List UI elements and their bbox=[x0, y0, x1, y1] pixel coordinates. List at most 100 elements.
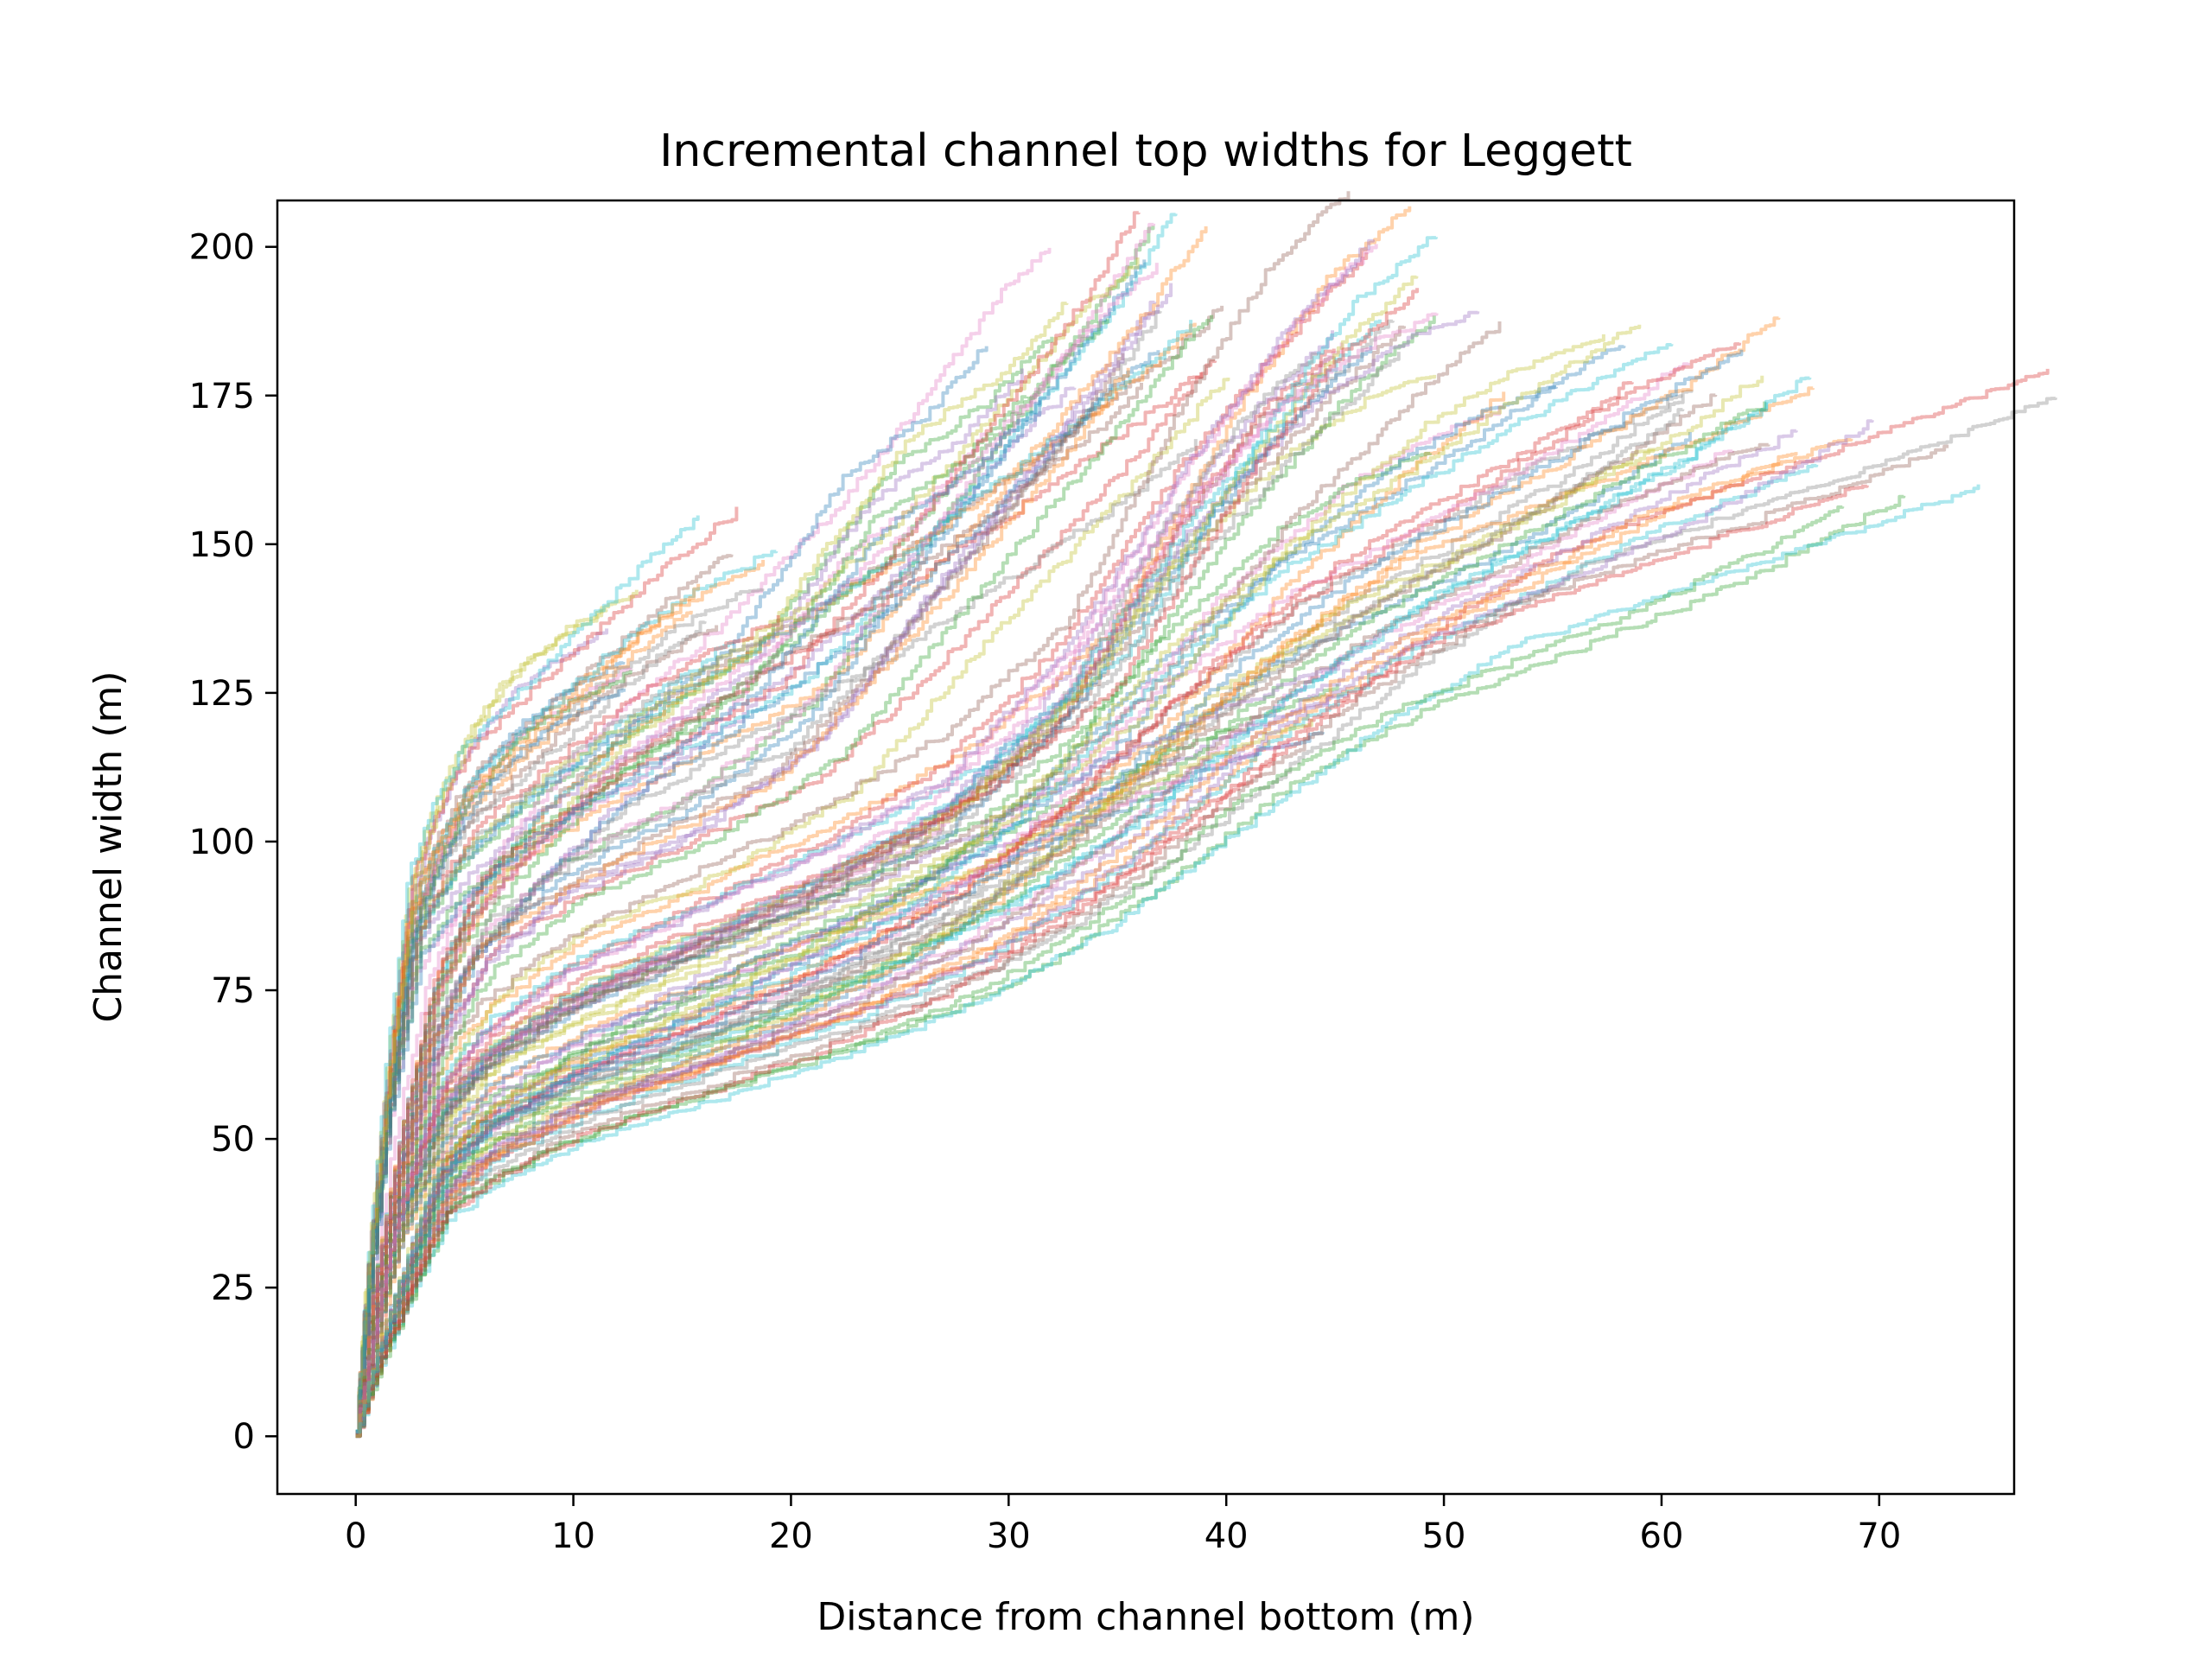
x-tick-label: 10 bbox=[551, 1516, 595, 1556]
series-line bbox=[355, 238, 1376, 1434]
series-line bbox=[355, 259, 1147, 1438]
series-line bbox=[355, 359, 1217, 1436]
series-line bbox=[355, 589, 639, 1438]
y-tick-label: 175 bbox=[189, 377, 255, 416]
series-line bbox=[355, 639, 767, 1433]
series-line bbox=[355, 451, 1433, 1438]
x-tick-label: 40 bbox=[1205, 1516, 1249, 1556]
series-line bbox=[355, 310, 1480, 1437]
series-line bbox=[355, 583, 701, 1438]
series-line bbox=[355, 442, 1770, 1438]
series-line bbox=[355, 252, 1369, 1438]
y-tick-label: 200 bbox=[189, 228, 255, 268]
x-axis: 0 10 20 30 40 50 60 70 bbox=[345, 1494, 1901, 1556]
series-line bbox=[355, 381, 1634, 1436]
series-line bbox=[355, 353, 1125, 1438]
series-line bbox=[355, 641, 735, 1438]
series-line bbox=[355, 439, 1198, 1438]
series-line bbox=[355, 432, 988, 1437]
plot-lines bbox=[355, 191, 2057, 1439]
series-line bbox=[355, 694, 1350, 1438]
series-line bbox=[355, 213, 1178, 1438]
series-line bbox=[355, 325, 1406, 1438]
series-line bbox=[355, 452, 1798, 1434]
series-line bbox=[355, 236, 1438, 1437]
series-line bbox=[355, 432, 1692, 1438]
series-line bbox=[355, 319, 1395, 1438]
series-line bbox=[355, 315, 1436, 1438]
series-line bbox=[355, 394, 1683, 1438]
series-line bbox=[355, 386, 1077, 1435]
x-tick-label: 0 bbox=[345, 1516, 366, 1556]
series-line bbox=[355, 620, 707, 1438]
series-line bbox=[355, 386, 1815, 1439]
series-line bbox=[355, 283, 1173, 1438]
series-line bbox=[355, 342, 1742, 1434]
series-line bbox=[355, 211, 1141, 1433]
series-line bbox=[355, 343, 1674, 1434]
series-line bbox=[355, 610, 693, 1438]
y-tick-label: 25 bbox=[211, 1268, 255, 1308]
series-line bbox=[355, 372, 1203, 1438]
series-line bbox=[355, 356, 1336, 1435]
series-line bbox=[355, 719, 1313, 1438]
series-line bbox=[355, 322, 1197, 1438]
series-line bbox=[355, 429, 1798, 1438]
series-line bbox=[355, 670, 632, 1437]
series-line bbox=[355, 349, 1744, 1439]
series-line bbox=[355, 375, 1764, 1438]
x-tick-label: 20 bbox=[769, 1516, 813, 1556]
series-line bbox=[355, 316, 1781, 1438]
series-line bbox=[355, 625, 719, 1438]
series-line bbox=[355, 367, 1130, 1438]
series-line bbox=[355, 345, 1626, 1438]
series-line bbox=[355, 342, 1344, 1439]
series-line bbox=[355, 222, 1156, 1435]
series-line bbox=[355, 740, 1291, 1434]
series-line bbox=[355, 368, 1024, 1434]
series-line bbox=[355, 191, 1351, 1438]
x-tick-label: 50 bbox=[1422, 1516, 1466, 1556]
series-line bbox=[355, 275, 1419, 1438]
series-line bbox=[355, 302, 1069, 1438]
series-line bbox=[355, 505, 1845, 1438]
series-line bbox=[355, 319, 1382, 1439]
series-line bbox=[355, 315, 1214, 1438]
series-line bbox=[355, 628, 609, 1438]
series-line bbox=[355, 362, 1690, 1438]
series-line bbox=[355, 683, 1339, 1436]
series-line bbox=[355, 374, 1437, 1436]
series-line bbox=[355, 731, 1325, 1437]
series-line bbox=[355, 346, 1373, 1439]
series-line bbox=[355, 244, 1378, 1438]
series-line bbox=[355, 688, 626, 1438]
series-line bbox=[355, 463, 1819, 1436]
series-line bbox=[355, 330, 1334, 1436]
y-axis-label: Channel width (m) bbox=[86, 671, 130, 1022]
series-line bbox=[355, 389, 1694, 1437]
y-tick-label: 125 bbox=[189, 674, 255, 714]
y-tick-label: 50 bbox=[211, 1120, 255, 1160]
series-line bbox=[355, 554, 734, 1437]
series-line bbox=[355, 494, 1906, 1438]
series-line bbox=[355, 320, 1193, 1438]
series-line bbox=[355, 352, 1401, 1438]
series-line bbox=[355, 348, 1336, 1436]
series-line bbox=[355, 448, 1656, 1438]
series-line bbox=[355, 300, 1157, 1433]
series-line bbox=[355, 506, 739, 1434]
series-line bbox=[355, 408, 1685, 1438]
series-line bbox=[355, 615, 780, 1438]
series-line bbox=[355, 376, 1812, 1433]
series-line bbox=[355, 312, 1439, 1439]
series-line bbox=[355, 324, 1642, 1439]
series-line bbox=[355, 247, 1052, 1438]
series-line bbox=[355, 391, 1506, 1436]
series-line bbox=[355, 226, 1208, 1438]
series-line bbox=[355, 350, 1160, 1438]
series-line bbox=[355, 449, 1735, 1438]
plot-frame bbox=[276, 199, 2016, 1496]
series-line bbox=[355, 438, 1853, 1438]
series-line bbox=[355, 378, 1230, 1437]
